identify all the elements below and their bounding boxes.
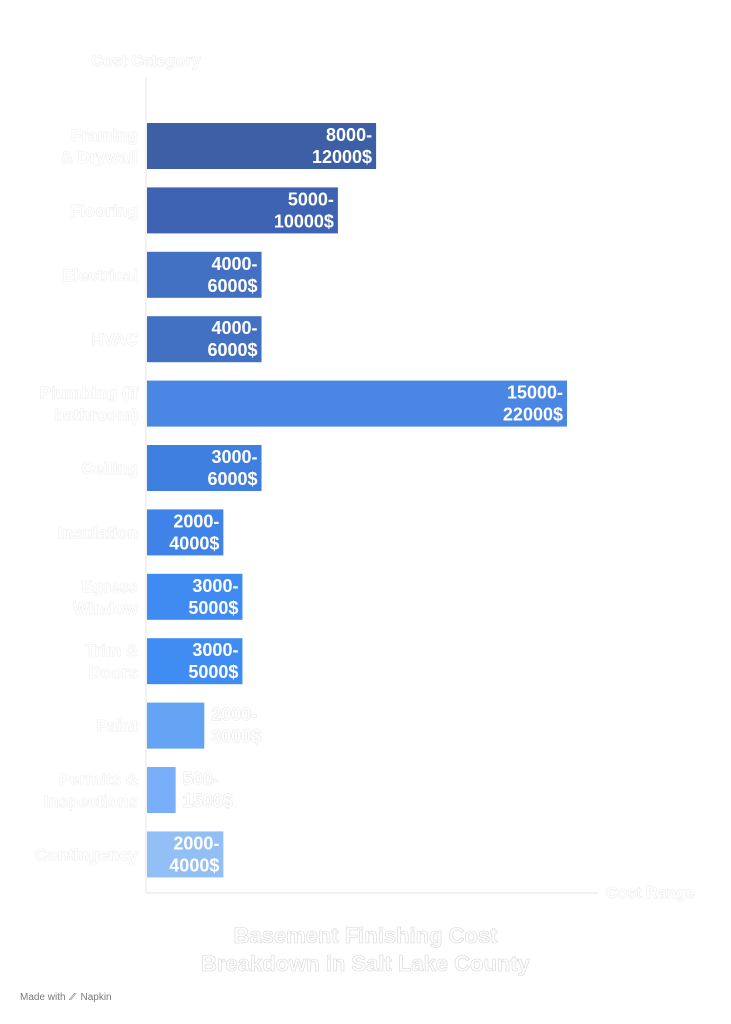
brand-name: Napkin [80, 992, 112, 1003]
bar [147, 573, 243, 620]
value-label: 5000-10000$ [274, 189, 334, 231]
bar [147, 831, 224, 878]
value-label: 15000-22000$ [503, 383, 563, 425]
value-label: 3000-6000$ [207, 447, 257, 489]
bar [147, 445, 262, 491]
category-label: Trim & Doors [85, 641, 138, 682]
bar [147, 702, 205, 749]
value-label: 500-1500$ [183, 769, 233, 811]
category-label: Paint [96, 717, 138, 736]
category-label: Egress Window [73, 577, 139, 618]
bar [147, 251, 262, 298]
bar [147, 123, 377, 169]
value-label: 8000-12000$ [312, 125, 372, 167]
category-label: Contingency [35, 845, 138, 864]
bar [147, 380, 567, 427]
value-label: 2000-4000$ [169, 833, 219, 875]
category-label: Permits & Inspections [44, 770, 138, 811]
made-with-text: Made with [20, 992, 66, 1003]
category-label: Framing & Drywall [61, 126, 138, 167]
bar [147, 316, 262, 363]
bar [147, 509, 224, 556]
category-label: Ceiling [81, 459, 138, 478]
made-with-footer: Made with ⁄⁄ Napkin [20, 992, 112, 1003]
bar [147, 187, 338, 234]
bar [147, 638, 243, 685]
value-label: 3000-5000$ [188, 576, 238, 618]
napkin-logo-icon: ⁄⁄ [71, 992, 75, 1003]
value-label: 2000-4000$ [169, 511, 219, 553]
value-label: 3000-5000$ [188, 640, 238, 682]
bar [147, 767, 176, 813]
category-label: Electrical [62, 266, 138, 285]
category-label: Insulation [58, 523, 138, 542]
value-label: 4000-6000$ [207, 318, 257, 360]
value-label: 4000-6000$ [207, 254, 257, 296]
chart-title-line-1: Basement Finishing Cost [233, 923, 498, 949]
category-label: Flooring [70, 201, 138, 220]
value-label: 2000-3000$ [211, 705, 261, 747]
y-axis-title: Cost Category [91, 53, 200, 70]
bar-chart: Cost Category Cost Range Framing & Drywal… [35, 53, 696, 903]
bars-group: Framing & Drywall 8000-12000$ Flooring 5000-… [35, 123, 567, 878]
category-label: Plumbing (if bathroom) [40, 384, 139, 425]
x-axis-title: Cost Range [606, 885, 695, 902]
chart-title-line-2: Breakdown in Salt Lake County [201, 951, 530, 977]
category-label: HVAC [91, 330, 138, 349]
